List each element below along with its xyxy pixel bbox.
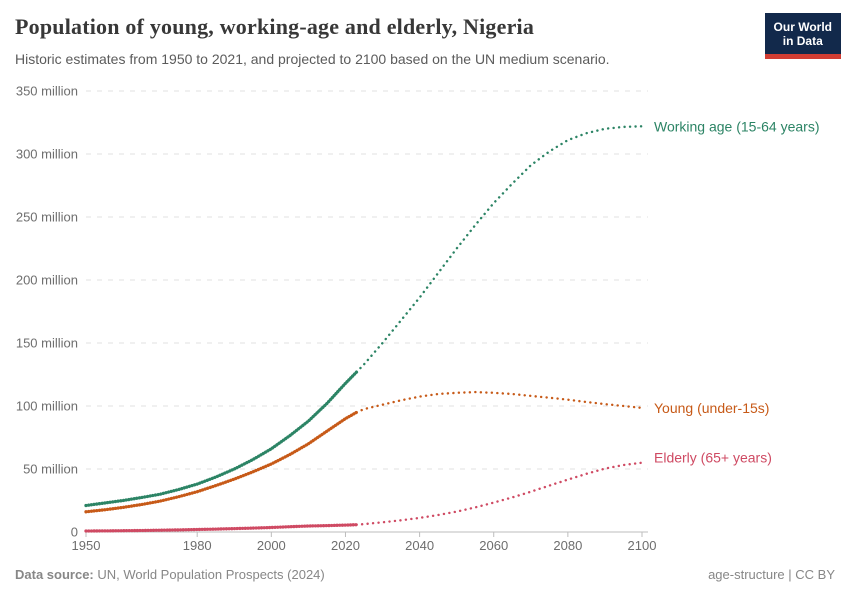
series-line-historic xyxy=(84,523,359,533)
series-line-projected xyxy=(355,461,644,526)
y-tick-label: 250 million xyxy=(16,210,78,225)
license-link[interactable]: CC BY xyxy=(795,567,835,582)
chart-footer: Data source: UN, World Population Prospe… xyxy=(15,567,835,582)
series-line-projected xyxy=(355,125,644,374)
owid-logo-line2: in Data xyxy=(782,34,823,49)
y-tick-label: 300 million xyxy=(16,147,78,162)
x-tick-label: 1950 xyxy=(72,538,101,553)
series-label: Elderly (65+ years) xyxy=(654,450,772,466)
series-line-projected xyxy=(355,390,644,414)
footer-separator: | xyxy=(784,567,796,582)
x-tick-label: 1980 xyxy=(183,538,212,553)
y-tick-label: 0 xyxy=(71,525,78,540)
x-tick-label: 2000 xyxy=(257,538,286,553)
y-tick-label: 50 million xyxy=(23,462,78,477)
y-tick-label: 350 million xyxy=(16,84,78,99)
data-source: Data source: UN, World Population Prospe… xyxy=(15,567,325,582)
series-label: Working age (15-64 years) xyxy=(654,118,819,134)
x-tick-label: 2060 xyxy=(479,538,508,553)
page-title: Population of young, working-age and eld… xyxy=(15,14,535,39)
x-tick-label: 2100 xyxy=(628,538,657,553)
y-tick-label: 100 million xyxy=(16,399,78,414)
footer-right: age-structure | CC BY xyxy=(708,567,835,582)
data-source-value: UN, World Population Prospects (2024) xyxy=(93,567,325,582)
owid-logo[interactable]: Our World in Data xyxy=(764,13,841,59)
series-line-historic xyxy=(84,370,359,508)
x-tick-label: 2020 xyxy=(331,538,360,553)
x-tick-label: 2040 xyxy=(405,538,434,553)
owid-logo-line1: Our World xyxy=(773,20,832,34)
series-line-historic xyxy=(84,410,359,514)
y-tick-label: 200 million xyxy=(16,273,78,288)
x-tick-label: 2080 xyxy=(553,538,582,553)
y-tick-label: 150 million xyxy=(16,336,78,351)
footer-note: age-structure xyxy=(708,567,785,582)
series-label: Young (under-15s) xyxy=(654,400,769,416)
chart-subtitle: Historic estimates from 1950 to 2021, an… xyxy=(15,51,610,67)
data-source-label: Data source: xyxy=(15,567,94,582)
